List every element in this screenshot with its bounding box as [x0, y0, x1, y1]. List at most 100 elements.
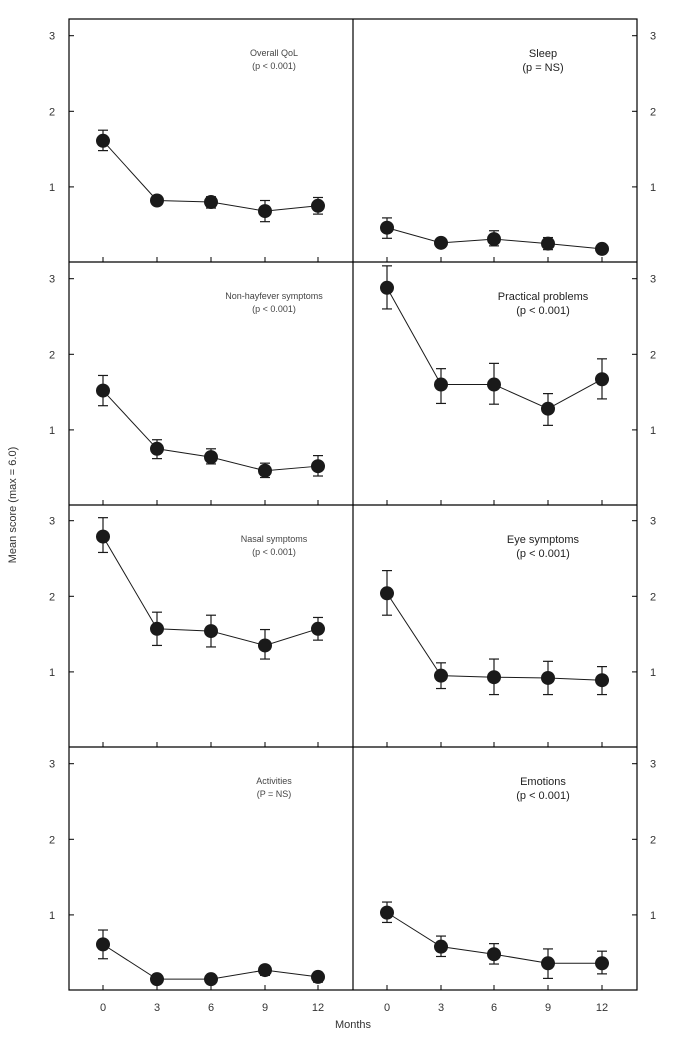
y-tick-label-left: 1 — [49, 425, 55, 437]
data-point — [434, 377, 448, 392]
panel-title: Overall QoL — [250, 48, 298, 58]
panel-nasal-symptoms: Nasal symptoms (p < 0.001) — [96, 517, 325, 660]
panel-stat: (p < 0.001) — [516, 548, 570, 560]
data-point — [258, 204, 272, 219]
data-point — [434, 939, 448, 954]
panel-non-hayfever-symptoms: Non-hayfever symptoms (p < 0.001) — [96, 291, 325, 479]
y-tick-label-left: 1 — [49, 910, 55, 922]
panel-sleep: Sleep (p = NS) — [380, 48, 609, 256]
panel-emotions: Emotions (p < 0.001) — [380, 776, 609, 980]
data-point — [204, 972, 218, 987]
panel-title: Non-hayfever symptoms — [225, 291, 323, 301]
x-tick-label: 0 — [100, 1002, 106, 1014]
panel-title: Sleep — [529, 48, 557, 60]
data-point — [487, 670, 501, 685]
data-point — [487, 232, 501, 247]
panel-title: Nasal symptoms — [241, 534, 308, 544]
data-point — [204, 195, 218, 210]
data-point — [380, 280, 394, 295]
panel-stat: (p = NS) — [522, 62, 563, 74]
y-tick-label-right: 3 — [650, 274, 656, 286]
data-point — [258, 463, 272, 478]
data-point — [434, 668, 448, 683]
data-point — [96, 529, 110, 544]
x-tick-label: 6 — [491, 1002, 497, 1014]
panel-stat: (p < 0.001) — [252, 304, 296, 314]
x-axis-title: Months — [335, 1019, 372, 1031]
panel-title: Eye symptoms — [507, 534, 580, 546]
panels-layer: 1 12 23 31 12 23 31 12 23 31 12 23 30 3 6 9 12 0 3 6 9 12Over… — [49, 18, 656, 1014]
x-tick-label: 12 — [596, 1002, 608, 1014]
data-point — [150, 441, 164, 456]
data-point — [541, 956, 555, 971]
y-tick-label-right: 1 — [650, 425, 656, 437]
x-tick-label: 6 — [208, 1002, 214, 1014]
y-tick-label-right: 3 — [650, 31, 656, 43]
y-tick-label-left: 2 — [49, 591, 55, 603]
data-point — [541, 236, 555, 251]
y-tick-label-right: 2 — [650, 591, 656, 603]
data-point — [595, 956, 609, 971]
data-point — [380, 220, 394, 235]
panel-stat: (P = NS) — [257, 789, 292, 799]
data-point — [311, 969, 325, 984]
data-point — [595, 673, 609, 688]
y-tick-label-right: 1 — [650, 667, 656, 679]
y-axis-title: Mean score (max = 6.0) — [7, 447, 19, 563]
data-point — [96, 937, 110, 952]
y-tick-label-right: 2 — [650, 834, 656, 846]
x-tick-label: 12 — [312, 1002, 324, 1014]
data-point — [487, 947, 501, 962]
data-point — [311, 459, 325, 474]
data-point — [380, 586, 394, 601]
data-point — [258, 638, 272, 653]
data-point — [595, 372, 609, 387]
y-tick-label-left: 2 — [49, 106, 55, 118]
x-tick-label: 9 — [545, 1002, 551, 1014]
data-point — [150, 972, 164, 987]
data-point — [380, 905, 394, 920]
panel-title: Activities — [256, 776, 292, 786]
data-point — [204, 624, 218, 639]
y-tick-label-left: 2 — [49, 834, 55, 846]
panel-title: Practical problems — [498, 291, 589, 303]
data-point — [311, 198, 325, 213]
panel-practical-problems: Practical problems (p < 0.001) — [380, 265, 609, 426]
x-tick-label: 3 — [438, 1002, 444, 1014]
y-tick-label-right: 3 — [650, 516, 656, 528]
data-point — [541, 401, 555, 416]
y-tick-label-left: 3 — [49, 759, 55, 771]
data-point — [434, 235, 448, 250]
data-point — [487, 377, 501, 392]
x-tick-label: 3 — [154, 1002, 160, 1014]
data-point — [96, 383, 110, 398]
y-tick-label-right: 2 — [650, 349, 656, 361]
panel-overall-qol: Overall QoL (p < 0.001) — [96, 48, 325, 223]
y-tick-label-left: 3 — [49, 31, 55, 43]
y-tick-label-right: 1 — [650, 910, 656, 922]
data-point — [311, 621, 325, 636]
panel-stat: (p < 0.001) — [516, 790, 570, 802]
data-point — [258, 963, 272, 978]
data-point — [150, 621, 164, 636]
data-point — [541, 670, 555, 685]
y-tick-label-left: 3 — [49, 516, 55, 528]
y-tick-label-left: 1 — [49, 667, 55, 679]
y-tick-label-right: 2 — [650, 106, 656, 118]
panel-stat: (p < 0.001) — [516, 305, 570, 317]
y-tick-label-left: 2 — [49, 349, 55, 361]
x-tick-label: 0 — [384, 1002, 390, 1014]
y-tick-label-left: 1 — [49, 182, 55, 194]
panel-title: Emotions — [520, 776, 566, 788]
data-point — [150, 193, 164, 208]
panel-stat: (p < 0.001) — [252, 547, 296, 557]
y-tick-label-right: 3 — [650, 759, 656, 771]
data-point — [204, 450, 218, 465]
x-tick-label: 9 — [262, 1002, 268, 1014]
data-point — [96, 133, 110, 148]
panel-activities: Activities (P = NS) — [96, 776, 325, 987]
panel-eye-symptoms: Eye symptoms (p < 0.001) — [380, 534, 609, 696]
panel-stat: (p < 0.001) — [252, 61, 296, 71]
y-tick-label-right: 1 — [650, 182, 656, 194]
